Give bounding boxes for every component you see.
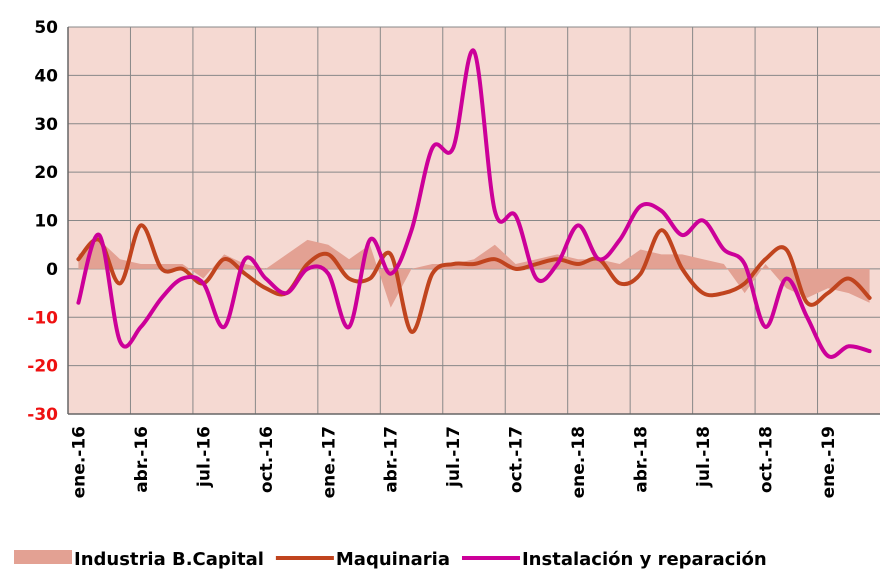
x-tick-label: oct.-16 <box>257 426 277 493</box>
x-tick-label: oct.-17 <box>507 426 527 493</box>
y-tick-label: 40 <box>34 66 58 86</box>
y-tick-label: 10 <box>34 212 58 232</box>
legend: Industria B.Capital Maquinaria Instalación… <box>14 549 767 570</box>
x-tick-label: abr.-17 <box>382 426 402 493</box>
x-tick-label: jul.-18 <box>694 426 714 488</box>
plot-area <box>67 26 880 415</box>
y-tick-label: -10 <box>27 308 58 328</box>
x-tick-label: abr.-18 <box>632 426 652 493</box>
line <box>76 223 872 334</box>
x-tick-label: ene.-16 <box>69 426 89 498</box>
area <box>78 239 870 308</box>
y-tick-label: 30 <box>34 115 58 135</box>
line <box>76 48 872 359</box>
y-tick-label: 20 <box>34 163 58 183</box>
legend-swatch <box>14 550 72 564</box>
x-tick-label: ene.-19 <box>819 426 839 498</box>
y-tick-label: 0 <box>46 260 58 280</box>
x-tick-label: jul.-16 <box>194 426 214 488</box>
y-tick-label: 50 <box>34 18 58 38</box>
y-tick-label: -20 <box>27 357 58 377</box>
legend-label: Instalación y reparación <box>522 549 767 570</box>
x-tick-label: jul.-17 <box>444 426 464 488</box>
x-tick-label: oct.-18 <box>756 426 776 493</box>
x-tick-label: abr.-16 <box>132 426 152 493</box>
legend-label: Maquinaria <box>336 549 450 570</box>
legend-label: Industria B.Capital <box>74 549 264 570</box>
x-tick-label: ene.-17 <box>319 426 339 498</box>
y-tick-label: -30 <box>27 405 58 425</box>
x-tick-label: ene.-18 <box>569 426 589 498</box>
